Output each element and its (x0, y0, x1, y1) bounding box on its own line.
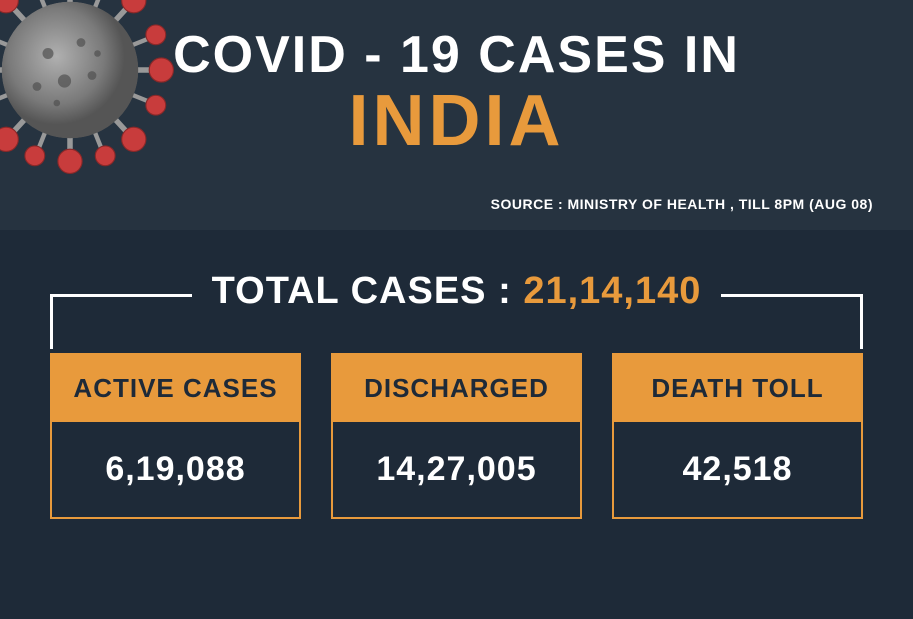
stat-label: DISCHARGED (333, 355, 580, 422)
stat-box-deaths: DEATH TOLL 42,518 (612, 353, 863, 519)
stat-box-discharged: DISCHARGED 14,27,005 (331, 353, 582, 519)
total-value: 21,14,140 (523, 270, 701, 312)
stat-value: 14,27,005 (333, 422, 580, 517)
total-label: TOTAL CASES : (212, 270, 524, 312)
stats-row: ACTIVE CASES 6,19,088 DISCHARGED 14,27,0… (50, 353, 863, 519)
stat-value: 6,19,088 (52, 422, 299, 517)
stat-label: DEATH TOLL (614, 355, 861, 422)
main-content: TOTAL CASES : 21,14,140 ACTIVE CASES 6,1… (0, 230, 913, 519)
stat-label: ACTIVE CASES (52, 355, 299, 422)
source-text: SOURCE : MINISTRY OF HEALTH , TILL 8PM (… (491, 196, 873, 212)
header-section: COVID - 19 CASES IN INDIA SOURCE : MINIS… (0, 0, 913, 230)
total-cases-text: TOTAL CASES : 21,14,140 (192, 270, 722, 313)
total-cases-wrapper: TOTAL CASES : 21,14,140 (50, 270, 863, 313)
coronavirus-icon (0, 0, 180, 180)
stat-box-active: ACTIVE CASES 6,19,088 (50, 353, 301, 519)
stat-value: 42,518 (614, 422, 861, 517)
